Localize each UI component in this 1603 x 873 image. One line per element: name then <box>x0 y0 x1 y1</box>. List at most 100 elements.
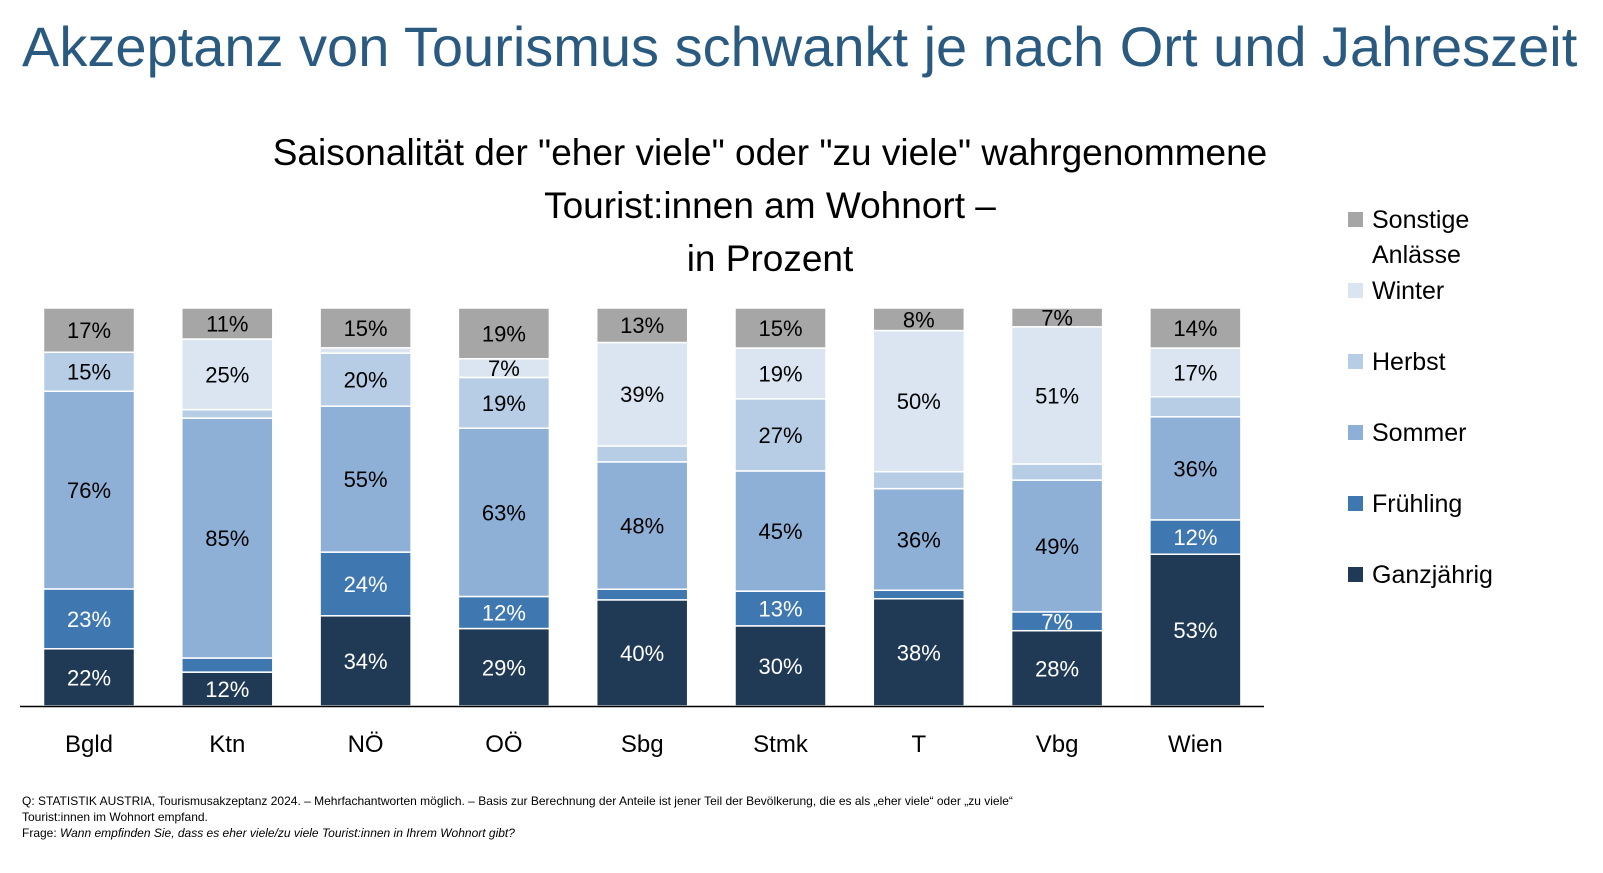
data-label-t-winter: 50% <box>897 389 941 414</box>
bar-segment-noe-sommer <box>319 405 412 553</box>
bar-segment-ooe-herbst <box>457 376 551 429</box>
data-label-vbg-ganzjaehrig: 28% <box>1035 656 1079 681</box>
legend-label-sommer: Sommer <box>1372 419 1467 447</box>
bar-segment-ooe-fruehling <box>457 595 551 630</box>
legend-item-sonstige: Sonstige Anlässe <box>1348 203 1562 273</box>
data-label-t-sonstige-anlaesse: 8% <box>903 307 935 332</box>
x-tick-label-t: T <box>911 731 926 758</box>
data-label-bgld-sonstige-anlaesse: 17% <box>67 318 111 343</box>
data-label-ooe-ganzjaehrig: 29% <box>482 655 526 680</box>
x-tick-label-wien: Wien <box>1168 731 1223 758</box>
bar-segment-sbg-sommer <box>595 461 689 591</box>
bar-segment-ktn-winter <box>181 338 274 411</box>
bar-segment-ooe-sonstige-anlaesse <box>457 307 551 360</box>
bar-segment-t-ganzjaehrig <box>872 597 966 707</box>
legend-label-herbst: Herbst <box>1372 348 1446 376</box>
bar-segment-sbg-ganzjaehrig <box>595 599 689 707</box>
data-label-stmk-sonstige-anlaesse: 15% <box>758 316 802 341</box>
data-label-stmk-ganzjaehrig: 30% <box>758 654 802 679</box>
legend-item-sommer: Sommer <box>1348 416 1562 451</box>
bar-segment-vbg-sommer <box>1010 479 1104 613</box>
legend-item-winter: Winter <box>1348 274 1562 309</box>
data-label-ktn-winter: 25% <box>205 362 249 387</box>
data-label-noe-herbst: 20% <box>344 368 388 393</box>
x-tick-label-noe: NÖ <box>348 731 384 758</box>
bar-segment-sbg-winter <box>595 341 689 447</box>
data-label-vbg-sonstige-anlaesse: 7% <box>1041 305 1073 330</box>
question-text: Wann empfinden Sie, dass es eher viele/z… <box>60 826 515 840</box>
source-line-3: Frage: Wann empfinden Sie, dass es eher … <box>22 825 1172 841</box>
legend-swatch-winter <box>1348 283 1363 298</box>
x-tick-label-stmk: Stmk <box>753 731 809 758</box>
data-label-wien-ganzjaehrig: 53% <box>1173 618 1217 643</box>
legend-swatch-fruehling <box>1348 496 1363 511</box>
question-prefix: Frage: <box>22 826 61 840</box>
legend-swatch-ganzjaehrig <box>1348 567 1363 582</box>
legend-label-sonstige: Sonstige Anlässe <box>1372 206 1470 269</box>
data-label-vbg-sommer: 49% <box>1035 534 1079 559</box>
chart-title: Saisonalität der "eher viele" oder "zu v… <box>140 126 1400 285</box>
data-label-sbg-ganzjaehrig: 40% <box>620 641 664 666</box>
legend-swatch-herbst <box>1348 354 1363 369</box>
bar-segment-wien-ganzjaehrig <box>1149 553 1242 707</box>
bar-segment-wien-sonstige-anlaesse <box>1149 307 1242 349</box>
bar-segment-sbg-sonstige-anlaesse <box>595 307 689 344</box>
bar-segment-bgld-ganzjaehrig <box>42 648 136 707</box>
data-label-bgld-herbst: 15% <box>67 360 111 385</box>
bar-segment-wien-winter <box>1149 347 1242 398</box>
x-tick-label-vbg: Vbg <box>1036 731 1079 758</box>
bar-segment-stmk-fruehling <box>734 590 827 627</box>
data-label-wien-fruehling: 12% <box>1173 525 1217 550</box>
data-label-bgld-sommer: 76% <box>67 478 111 503</box>
source-note: Q: STATISTIK AUSTRIA, Tourismusakzeptanz… <box>22 793 1172 841</box>
data-label-t-sommer: 36% <box>897 527 941 552</box>
legend-label-winter: Winter <box>1372 277 1445 305</box>
data-label-noe-sonstige-anlaesse: 15% <box>344 316 388 341</box>
chart-title-line-3: in Prozent <box>686 238 854 279</box>
data-label-ooe-fruehling: 12% <box>482 601 526 626</box>
data-label-vbg-fruehling: 7% <box>1041 609 1073 634</box>
bar-segment-vbg-herbst <box>1010 463 1104 481</box>
legend-label-fruehling: Frühling <box>1372 490 1463 518</box>
bar-segment-stmk-sonstige-anlaesse <box>734 307 827 349</box>
bar-segment-vbg-winter <box>1010 326 1104 465</box>
bar-segment-sbg-fruehling <box>595 588 689 601</box>
bar-segment-t-sonstige-anlaesse <box>872 307 966 332</box>
x-tick-label-bgld: Bgld <box>65 731 113 758</box>
bar-segment-stmk-herbst <box>734 398 827 472</box>
data-label-sbg-winter: 39% <box>620 382 664 407</box>
bar-segment-sbg-herbst <box>595 445 689 463</box>
bar-segment-ktn-ganzjaehrig <box>181 671 274 707</box>
data-label-bgld-fruehling: 23% <box>67 607 111 632</box>
data-label-stmk-fruehling: 13% <box>758 597 802 622</box>
bar-segment-vbg-sonstige-anlaesse <box>1010 307 1104 328</box>
bar-segment-t-winter <box>872 329 966 473</box>
page-title: Akzeptanz von Tourismus schwankt je nach… <box>22 15 1578 78</box>
legend-item-ganzjaehrig: Ganzjährig <box>1348 558 1562 593</box>
bar-segment-ktn-sommer <box>181 417 274 659</box>
data-label-ooe-sommer: 63% <box>482 500 526 525</box>
bar-segment-wien-herbst <box>1149 396 1242 418</box>
legend-item-fruehling: Frühling <box>1348 487 1562 522</box>
bar-segment-ktn-sonstige-anlaesse <box>181 307 274 340</box>
data-label-ktn-ganzjaehrig: 12% <box>205 677 249 702</box>
data-label-ktn-sommer: 85% <box>205 526 249 551</box>
bar-segment-ktn-herbst <box>181 408 274 419</box>
data-label-t-ganzjaehrig: 38% <box>897 640 941 665</box>
bar-segment-noe-fruehling <box>319 551 412 617</box>
x-tick-label-ktn: Ktn <box>209 731 245 758</box>
bar-segment-noe-winter <box>319 347 412 354</box>
bar-segment-t-fruehling <box>872 589 966 600</box>
bar-segment-noe-ganzjaehrig <box>319 615 412 707</box>
data-label-ooe-sonstige-anlaesse: 19% <box>482 321 526 346</box>
bar-segment-ktn-fruehling <box>181 657 274 673</box>
data-label-ktn-sonstige-anlaesse: 11% <box>206 312 248 337</box>
bar-segment-wien-fruehling <box>1149 519 1242 555</box>
x-tick-label-ooe: OÖ <box>485 731 522 758</box>
data-label-sbg-sommer: 48% <box>620 514 664 539</box>
bar-segment-vbg-ganzjaehrig <box>1010 629 1104 707</box>
data-label-stmk-herbst: 27% <box>758 423 802 448</box>
x-tick-label-sbg: Sbg <box>621 731 664 758</box>
data-label-wien-sommer: 36% <box>1173 456 1217 481</box>
bar-segment-bgld-fruehling <box>42 588 136 650</box>
